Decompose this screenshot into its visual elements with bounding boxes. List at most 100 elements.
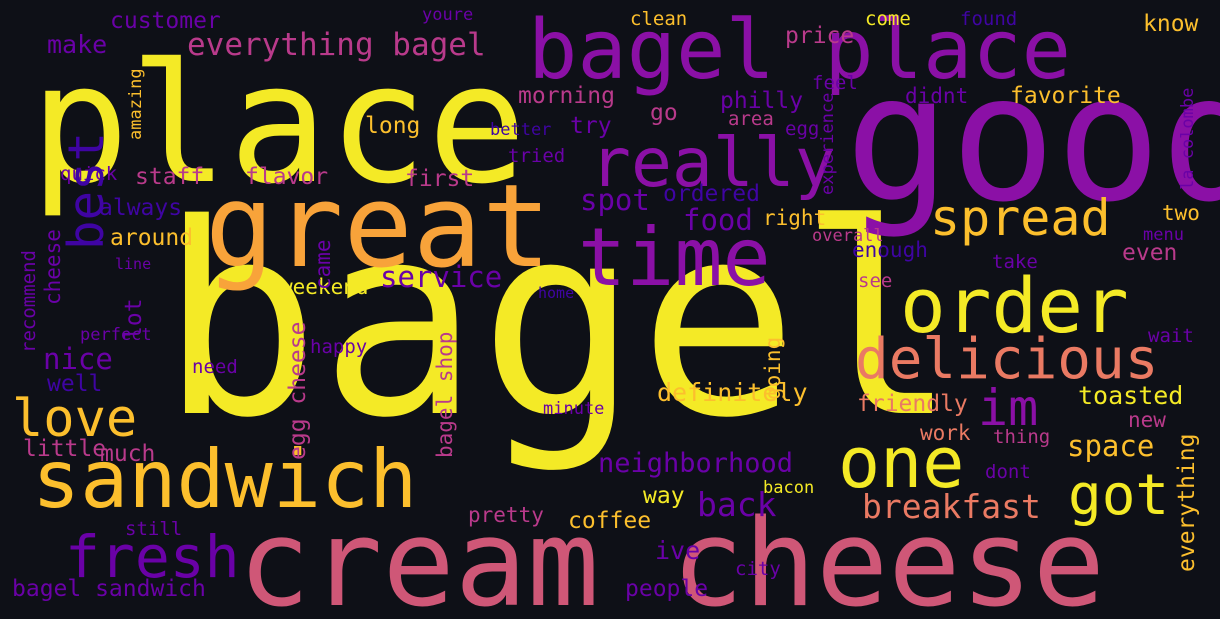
word-definitely: definitely <box>657 378 808 407</box>
word-neighborhood: neighborhood <box>598 448 794 479</box>
word-come: come <box>865 8 911 30</box>
word-back: back <box>697 485 777 524</box>
word-found: found <box>960 8 1018 30</box>
word-spot: spot <box>580 183 650 217</box>
word-area: area <box>728 108 774 130</box>
word-staff: staff <box>135 164 205 190</box>
word-everything: everything <box>1174 433 1200 572</box>
word-bagel: bagel <box>160 168 958 476</box>
word-love: love <box>12 389 138 449</box>
word-recommend: recommend <box>18 250 40 353</box>
word-pretty: pretty <box>468 503 544 527</box>
word-little: little <box>23 436 107 462</box>
word-around: around <box>110 225 194 251</box>
word-work: work <box>920 421 971 445</box>
word-home: home <box>538 284 575 302</box>
word-perfect: perfect <box>80 325 152 345</box>
word-quick: quick <box>60 163 118 185</box>
word-time: time <box>578 211 771 304</box>
word-price: price <box>785 23 855 49</box>
word-enough: enough <box>852 238 928 262</box>
word-space: space <box>1067 429 1155 463</box>
word-spread: spread <box>930 189 1111 247</box>
word-know: know <box>1143 11 1199 37</box>
word-got: got <box>1068 463 1170 528</box>
word-tried: tried <box>508 145 566 167</box>
word-cheese: cheese <box>41 229 65 305</box>
word-didnt: didnt <box>905 84 969 108</box>
word-customer: customer <box>110 8 221 34</box>
word-take: take <box>992 251 1038 273</box>
word-need: need <box>192 356 238 378</box>
word-even: even <box>1122 240 1178 266</box>
word-wait: wait <box>1148 325 1194 347</box>
word-going: going <box>761 336 785 400</box>
word-bagel-shop: bagel shop <box>433 331 457 458</box>
word-sandwich: sandwich <box>32 433 418 526</box>
word-great: great <box>205 160 552 294</box>
word-overall: overall <box>812 226 884 246</box>
word-came: came <box>311 239 335 290</box>
word-youre: youre <box>422 5 474 25</box>
word-two: two <box>1162 201 1200 225</box>
word-right: right <box>763 206 827 230</box>
word-egg: egg <box>785 118 820 140</box>
word-really: really <box>590 124 836 203</box>
word-see: see <box>858 270 893 292</box>
word-favorite: favorite <box>1010 83 1121 109</box>
word-good: good <box>845 38 1220 241</box>
word-lot: lot <box>121 298 147 340</box>
word-friendly: friendly <box>857 391 968 417</box>
word-still: still <box>125 518 183 540</box>
word-menu: menu <box>1143 225 1184 245</box>
word-happy: happy <box>310 336 368 358</box>
word-long: long <box>365 113 421 139</box>
word-first: first <box>405 166 475 192</box>
word-nice: nice <box>43 342 113 376</box>
word-one: one <box>838 422 965 504</box>
word-weekend: weekend <box>280 275 369 299</box>
word-ordered: ordered <box>663 181 760 207</box>
word-new: new <box>1128 408 1166 432</box>
word-line: line <box>115 255 152 273</box>
word-breakfast: breakfast <box>862 487 1041 526</box>
word-morning: morning <box>518 83 615 109</box>
word-way: way <box>643 483 685 509</box>
word-service: service <box>380 260 503 294</box>
word-philly: philly <box>720 88 804 114</box>
word-coffee: coffee <box>568 508 652 534</box>
word-im: im <box>978 379 1039 437</box>
word-ive: ive <box>655 536 701 565</box>
word-la-colombe: la colombe <box>1178 87 1198 190</box>
word-minute: minute <box>543 399 605 419</box>
word-amazing: amazing <box>126 68 146 140</box>
word-better: better <box>490 120 552 140</box>
word-bacon: bacon <box>763 478 815 498</box>
word-bagel-place: bagel place <box>528 3 1072 98</box>
word-order: order <box>900 261 1129 350</box>
word-city: city <box>735 558 781 580</box>
word-fresh: fresh <box>65 523 240 591</box>
word-much: much <box>100 441 156 467</box>
word-egg-cheese: egg cheese <box>285 321 311 460</box>
word-toasted: toasted <box>1078 381 1184 410</box>
word-feel: feel <box>812 72 858 94</box>
word-best: best <box>58 131 115 250</box>
word-experience: experience <box>818 92 838 195</box>
word-go: go <box>650 100 678 126</box>
word-dont: dont <box>985 461 1031 483</box>
word-try: try <box>570 113 612 139</box>
word-always: always <box>99 195 183 221</box>
word-everything-bagel: everything bagel <box>187 27 486 63</box>
word-bagel-sandwich: bagel sandwich <box>12 576 206 602</box>
word-well: well <box>47 371 103 397</box>
word-make: make <box>47 30 108 59</box>
word-delicious: delicious <box>855 327 1159 392</box>
word-thing: thing <box>993 426 1051 448</box>
word-clean: clean <box>630 8 688 30</box>
word-flavor: flavor <box>245 164 329 190</box>
word-place: place <box>30 28 527 220</box>
word-people: people <box>625 576 709 602</box>
word-cream-cheese: cream cheese <box>238 495 1105 619</box>
